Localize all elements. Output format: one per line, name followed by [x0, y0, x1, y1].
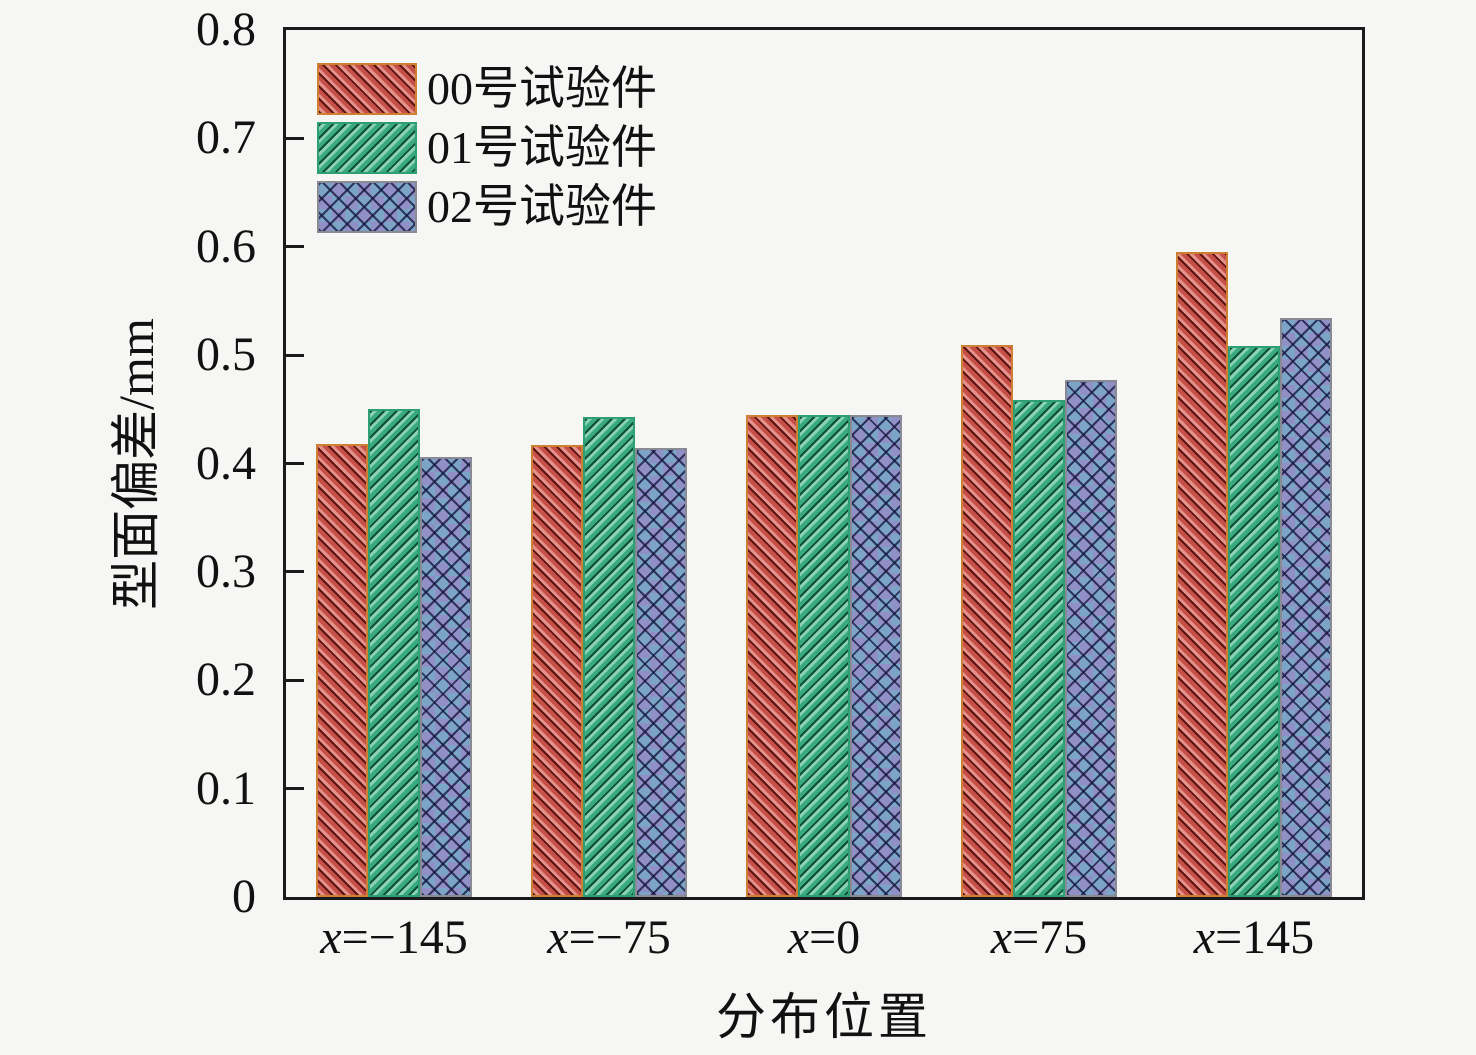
legend-swatch-1 — [317, 122, 417, 174]
x-tick-variable: x — [1193, 911, 1216, 964]
bar-series2-cat0 — [420, 457, 472, 897]
y-tick-label-0.6: 0.6 — [196, 220, 256, 273]
x-tick-variable: x — [787, 911, 810, 964]
y-tick-label-0.3: 0.3 — [196, 545, 256, 598]
bar-series0-cat0 — [316, 444, 368, 897]
x-tick-value: =145 — [1215, 911, 1315, 964]
bar-series1-cat2 — [798, 415, 850, 897]
y-tick-mark-0.6 — [286, 245, 304, 248]
legend-label-2: 02号试验件 — [427, 181, 657, 232]
bar-series2-cat2 — [850, 415, 902, 897]
y-tick-mark-0.2 — [286, 679, 304, 682]
y-tick-label-0.1: 0.1 — [196, 762, 256, 815]
legend-label-1: 01号试验件 — [427, 122, 657, 173]
x-tick-label-0: x=−145 — [264, 910, 524, 966]
x-tick-value: =−145 — [341, 911, 468, 964]
x-tick-variable: x — [320, 911, 342, 964]
legend-row-0: 00号试验件 — [317, 63, 657, 115]
x-tick-label-3: x=75 — [909, 910, 1169, 966]
y-tick-mark-0.3 — [286, 570, 304, 573]
plot-area: 00号试验件 01号试验件 02号试验件 — [283, 27, 1365, 900]
y-tick-label-0.8: 0.8 — [196, 3, 256, 56]
x-tick-label-1: x=−75 — [479, 910, 739, 966]
bar-series0-cat4 — [1176, 252, 1228, 897]
x-tick-variable: x — [547, 911, 569, 964]
x-tick-value: =0 — [809, 911, 861, 964]
y-tick-label-0.5: 0.5 — [196, 328, 256, 381]
bar-series2-cat3 — [1065, 380, 1117, 897]
x-tick-value: =75 — [1012, 911, 1088, 964]
y-tick-mark-0.4 — [286, 462, 304, 465]
y-tick-label-0.4: 0.4 — [196, 437, 256, 490]
x-axis-title: 分布位置 — [716, 989, 932, 1045]
y-tick-mark-0.5 — [286, 354, 304, 357]
bar-series2-cat1 — [635, 448, 687, 897]
legend-label-0: 00号试验件 — [427, 63, 657, 114]
x-tick-variable: x — [990, 911, 1013, 964]
legend-swatch-2 — [317, 181, 417, 233]
plot-area-inner: 00号试验件 01号试验件 02号试验件 — [286, 30, 1362, 897]
y-tick-mark-0.7 — [286, 137, 304, 140]
x-tick-label-2: x=0 — [694, 910, 954, 966]
bar-series1-cat3 — [1013, 400, 1065, 897]
x-tick-label-4: x=145 — [1124, 910, 1384, 966]
y-tick-label-0.2: 0.2 — [196, 653, 256, 706]
bar-series0-cat3 — [961, 345, 1013, 897]
bar-series1-cat1 — [583, 417, 635, 897]
bar-series1-cat0 — [368, 409, 420, 897]
y-tick-mark-0.1 — [286, 787, 304, 790]
bar-series2-cat4 — [1280, 318, 1332, 897]
y-tick-label-0.7: 0.7 — [196, 111, 256, 164]
bar-series0-cat1 — [531, 445, 583, 897]
y-tick-label-0: 0 — [232, 870, 256, 923]
legend-row-1: 01号试验件 — [317, 122, 657, 174]
legend-row-2: 02号试验件 — [317, 181, 657, 233]
legend: 00号试验件 01号试验件 02号试验件 — [317, 63, 657, 240]
bar-series0-cat2 — [746, 415, 798, 897]
bar-series1-cat4 — [1228, 346, 1280, 897]
legend-swatch-0 — [317, 63, 417, 115]
x-tick-value: =−75 — [568, 911, 671, 964]
